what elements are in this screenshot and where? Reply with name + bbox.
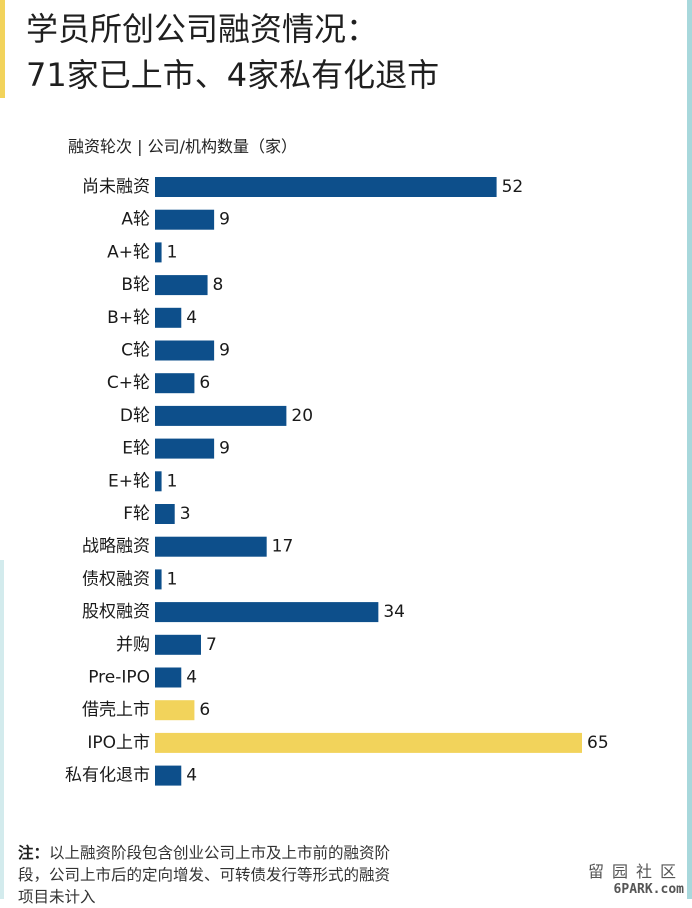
bar-债权融资: [155, 569, 162, 590]
bar-私有化退市: [155, 765, 182, 786]
footnote: 注：以上融资阶段包含创业公司上市及上市前的融资阶段，公司上市后的定向增发、可转债…: [18, 842, 398, 908]
category-label-d轮: D轮: [120, 406, 150, 426]
bar-b轮: [155, 275, 208, 296]
left-frame-border: [0, 560, 4, 899]
watermark-glyphs: 留园社区: [587, 862, 684, 881]
right-frame-border: [687, 0, 692, 899]
axis-header: 融资轮次 | 公司/机构数量（家）: [68, 137, 297, 156]
title-accent-bar: [0, 0, 5, 98]
category-label-e轮: E轮: [122, 439, 150, 459]
value-label-f轮: 3: [180, 504, 191, 524]
category-label-并购: 并购: [116, 635, 150, 655]
category-label-股权融资: 股权融资: [82, 602, 150, 622]
bar-a轮: [155, 209, 215, 230]
value-label-b轮: 8: [213, 275, 224, 295]
value-label-ipo上市: 65: [587, 733, 609, 753]
bar-e-plus轮: [155, 471, 162, 492]
bar-借壳上市: [155, 700, 195, 721]
bar-b-plus轮: [155, 307, 182, 328]
category-label-a轮: A轮: [121, 210, 150, 230]
category-label-f轮: F轮: [123, 504, 150, 524]
value-label-战略融资: 17: [272, 537, 294, 557]
category-label-c轮: C轮: [121, 341, 150, 361]
chart-title-line-1: 学员所创公司融资情况：: [26, 10, 379, 48]
value-label-e轮: 9: [219, 439, 230, 459]
bar-d轮: [155, 405, 287, 426]
bar-a-plus轮: [155, 242, 162, 263]
value-label-c轮: 9: [219, 341, 230, 361]
bar-ipo上市: [155, 732, 582, 753]
value-label-b-plus轮: 4: [186, 308, 197, 328]
category-label-b轮: B轮: [121, 275, 150, 295]
bar-c-plus轮: [155, 373, 195, 394]
watermark: 留园社区 6PARK.com: [588, 858, 684, 897]
category-label-借壳上市: 借壳上市: [82, 700, 150, 720]
value-label-并购: 7: [206, 635, 217, 655]
category-label-战略融资: 战略融资: [82, 537, 150, 557]
bar-并购: [155, 634, 201, 655]
value-label-a-plus轮: 1: [167, 242, 178, 262]
bar-尚未融资: [155, 177, 497, 197]
category-label-债权融资: 债权融资: [82, 569, 150, 589]
category-label-pre-ipo: Pre-IPO: [88, 668, 150, 688]
footnote-prefix: 注：: [18, 844, 50, 862]
value-label-尚未融资: 52: [502, 177, 524, 197]
bar-c轮: [155, 340, 215, 361]
value-label-e-plus轮: 1: [167, 471, 178, 491]
chart-title-line-2: 71家已上市、4家私有化退市: [26, 56, 440, 94]
bar-战略融资: [155, 536, 267, 557]
category-label-e-plus轮: E+轮: [108, 471, 150, 491]
value-label-股权融资: 34: [383, 602, 405, 622]
category-label-a-plus轮: A+轮: [107, 242, 150, 262]
category-label-尚未融资: 尚未融资: [82, 177, 150, 197]
value-label-a轮: 9: [219, 210, 230, 230]
value-label-d轮: 20: [291, 406, 313, 426]
value-label-借壳上市: 6: [199, 700, 210, 720]
value-label-债权融资: 1: [167, 569, 178, 589]
value-label-c-plus轮: 6: [199, 373, 210, 393]
bar-e轮: [155, 438, 215, 459]
value-label-pre-ipo: 4: [186, 668, 197, 688]
category-label-c-plus轮: C+轮: [107, 373, 150, 393]
bar-chart: 尚未融资 52 A轮 9 A+轮 1 B轮 8 B+轮 4 C轮 9 C+轮 6 D轮 20 E轮 9 E+轮 1 F轮…: [65, 177, 609, 786]
value-label-私有化退市: 4: [186, 766, 197, 786]
category-label-b-plus轮: B+轮: [107, 308, 150, 328]
bar-pre-ipo: [155, 667, 182, 688]
watermark-site: 6PARK.com: [613, 882, 684, 897]
category-label-ipo上市: IPO上市: [87, 733, 150, 753]
footnote-text: 以上融资阶段包含创业公司上市及上市前的融资阶段，公司上市后的定向增发、可转债发行…: [18, 844, 391, 906]
chart-title: 学员所创公司融资情况： 71家已上市、4家私有化退市: [26, 6, 646, 98]
bar-f轮: [155, 504, 175, 524]
category-label-私有化退市: 私有化退市: [65, 766, 150, 786]
bar-股权融资: [155, 602, 379, 623]
